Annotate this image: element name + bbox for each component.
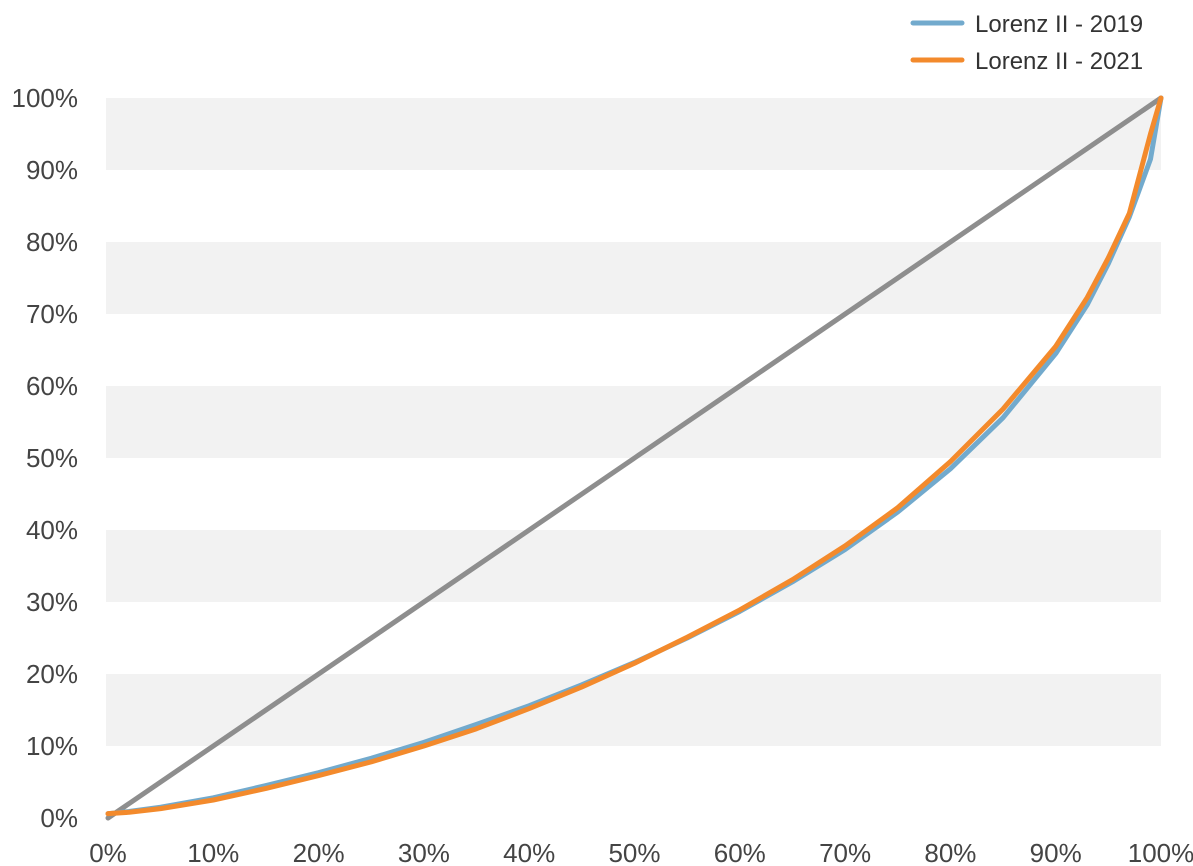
grid-band [106, 242, 1161, 314]
legend-label: Lorenz II - 2019 [975, 11, 1143, 38]
y-tick-label: 80% [26, 227, 78, 257]
grid-bands [106, 98, 1161, 746]
y-tick-label: 10% [26, 731, 78, 761]
x-tick-label: 0% [89, 838, 127, 866]
y-tick-label: 0% [40, 803, 78, 833]
x-tick-label: 10% [187, 838, 239, 866]
y-tick-label: 30% [26, 587, 78, 617]
x-tick-label: 80% [924, 838, 976, 866]
grid-band [106, 530, 1161, 602]
x-tick-label: 50% [608, 838, 660, 866]
x-tick-label: 90% [1030, 838, 1082, 866]
equality-line [105, 95, 1164, 821]
y-tick-label: 90% [26, 155, 78, 185]
y-tick-label: 60% [26, 371, 78, 401]
grid-band [106, 386, 1161, 458]
x-axis-ticks: 0% 10% 20% 30% 40% 50% 60% 70% 80% 90% 100% [89, 838, 1193, 866]
x-tick-label: 30% [398, 838, 450, 866]
x-tick-label: 60% [714, 838, 766, 866]
legend: Lorenz II - 2019 Lorenz II - 2021 [910, 11, 1143, 75]
legend-label: Lorenz II - 2021 [975, 48, 1143, 75]
y-tick-label: 20% [26, 659, 78, 689]
x-tick-label: 20% [293, 838, 345, 866]
grid-band [106, 674, 1161, 746]
y-tick-label: 40% [26, 515, 78, 545]
x-tick-label: 40% [503, 838, 555, 866]
grid-band [106, 98, 1161, 170]
y-tick-label: 50% [26, 443, 78, 473]
series-line-2 [105, 95, 1164, 817]
y-tick-label: 70% [26, 299, 78, 329]
plot-lines [105, 95, 1164, 821]
x-tick-label: 100% [1128, 838, 1193, 866]
x-tick-label: 70% [819, 838, 871, 866]
y-axis-ticks: 0% 10% 20% 30% 40% 50% 60% 70% 80% 90% 100% [12, 83, 79, 833]
y-tick-label: 100% [12, 83, 79, 113]
